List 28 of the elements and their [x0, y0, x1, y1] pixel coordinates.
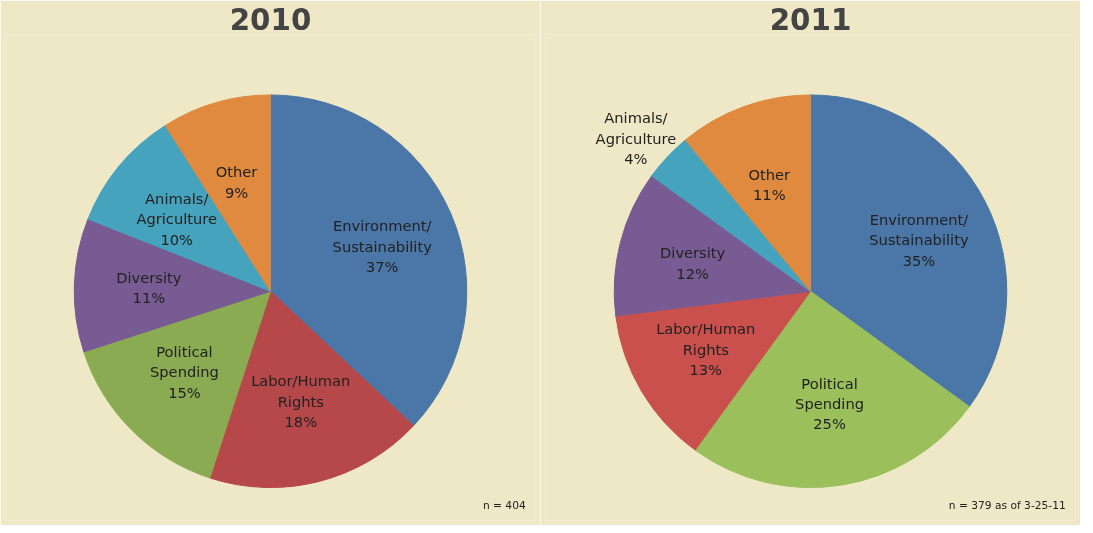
data-label: 12% — [676, 264, 709, 282]
slice-label: Political Spending — [150, 342, 219, 381]
data-label: 18% — [284, 413, 318, 431]
slice-label: Political Spending — [795, 374, 864, 413]
slice-label: Other — [748, 165, 792, 183]
slice-label: Diversity — [660, 244, 726, 262]
slice-label: Diversity — [116, 268, 182, 286]
data-label: 11% — [132, 289, 166, 307]
slice-label: Animals/ Agriculture — [595, 109, 677, 147]
data-label: 35% — [902, 251, 936, 269]
data-label: 10% — [160, 230, 194, 248]
data-label: 15% — [168, 383, 201, 401]
slice-label: Environment/ Sustainability — [332, 217, 433, 255]
slice-label: Environment/ Sustainability — [869, 210, 969, 249]
slice-label: Other — [215, 163, 259, 181]
data-label: 25% — [813, 415, 846, 433]
chart-title: 2010 — [229, 2, 312, 37]
slice-label: Labor/Human Rights — [656, 320, 756, 358]
slice-label: Labor/Human Rights — [251, 372, 351, 410]
data-label: 11% — [752, 185, 786, 203]
data-label: 37% — [365, 258, 399, 275]
text: n = 404 — [482, 499, 526, 513]
slice-label: Animals/ Agriculture — [136, 189, 218, 228]
chart-title: 2011 — [769, 2, 852, 37]
data-label: 13% — [689, 361, 723, 379]
data-label: 4% — [624, 149, 648, 167]
data-label: 9% — [224, 183, 249, 201]
text: n = 379 as of 3-25-11 — [948, 499, 1066, 513]
